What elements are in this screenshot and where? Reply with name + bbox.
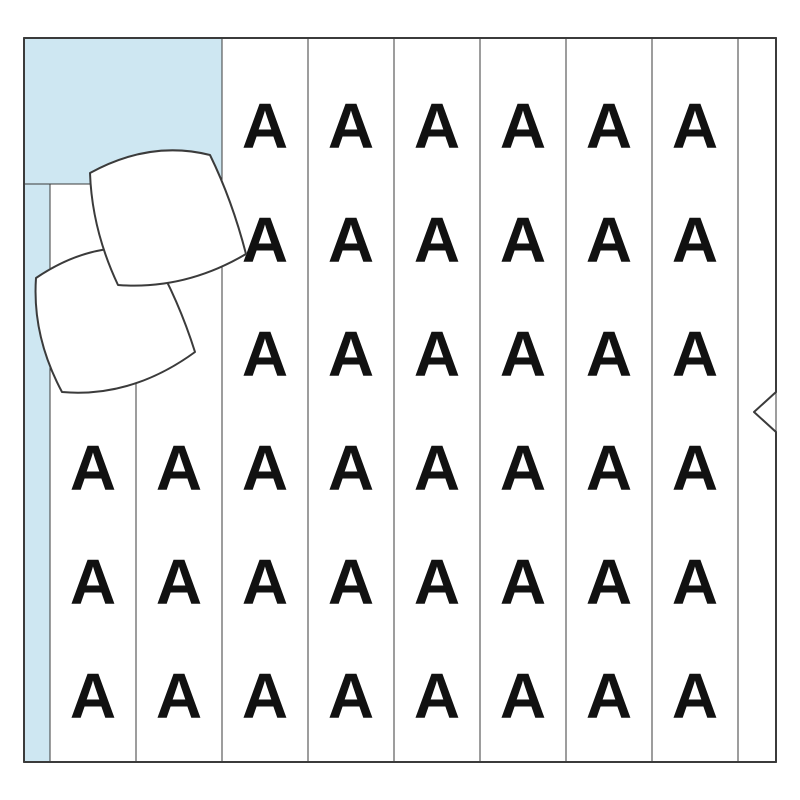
label-letter: A xyxy=(672,660,718,732)
label-letter: A xyxy=(500,660,546,732)
label-letter: A xyxy=(70,660,116,732)
label-letter: A xyxy=(414,90,460,162)
label-letter: A xyxy=(500,432,546,504)
label-letter: A xyxy=(242,432,288,504)
label-letter: A xyxy=(586,90,632,162)
label-letter: A xyxy=(500,90,546,162)
label-letter: A xyxy=(328,660,374,732)
label-letter: A xyxy=(586,204,632,276)
label-letter: A xyxy=(242,204,288,276)
label-letter: A xyxy=(156,432,202,504)
label-letter: A xyxy=(242,318,288,390)
label-letter: A xyxy=(242,90,288,162)
label-letter: A xyxy=(414,546,460,618)
label-letter: A xyxy=(328,318,374,390)
label-letter: A xyxy=(672,318,718,390)
label-letter: A xyxy=(586,660,632,732)
label-letter: A xyxy=(414,432,460,504)
label-letter: A xyxy=(328,546,374,618)
label-sheet-diagram: AAAAAAAAAAAAAAAAAAAAAAAAAAAAAAAAAAAAAAAA… xyxy=(0,0,800,800)
label-letter: A xyxy=(414,204,460,276)
label-letter: A xyxy=(70,432,116,504)
label-letter: A xyxy=(672,432,718,504)
label-letter: A xyxy=(156,546,202,618)
label-letter: A xyxy=(672,204,718,276)
label-letter: A xyxy=(414,318,460,390)
label-letter: A xyxy=(414,660,460,732)
label-letter: A xyxy=(328,204,374,276)
label-letter: A xyxy=(500,546,546,618)
label-letter: A xyxy=(586,318,632,390)
label-letter: A xyxy=(586,432,632,504)
label-letter: A xyxy=(156,660,202,732)
label-letter: A xyxy=(672,90,718,162)
label-letter: A xyxy=(328,90,374,162)
label-letter: A xyxy=(328,432,374,504)
label-letter: A xyxy=(672,546,718,618)
label-letter: A xyxy=(242,660,288,732)
label-letter: A xyxy=(500,318,546,390)
label-letter: A xyxy=(586,546,632,618)
label-letter: A xyxy=(242,546,288,618)
label-letter: A xyxy=(70,546,116,618)
label-letter: A xyxy=(500,204,546,276)
